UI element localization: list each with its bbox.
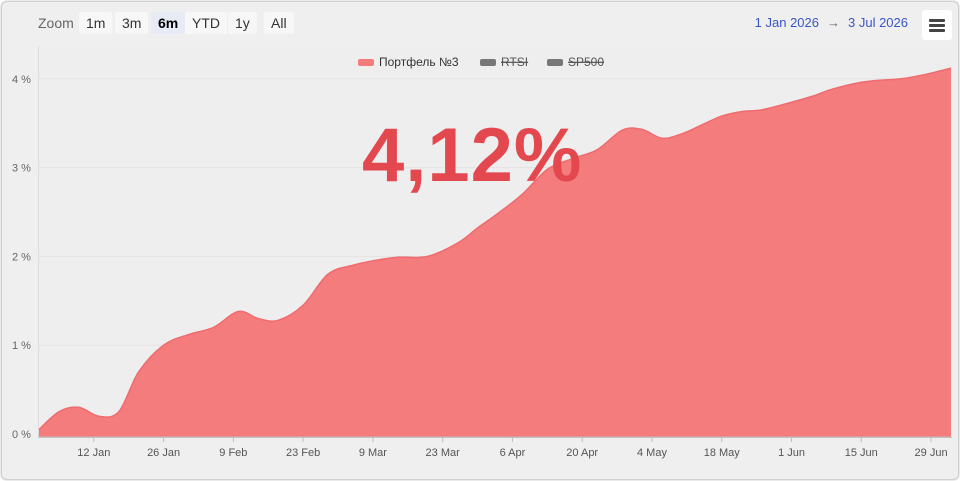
- y-tick-label: 1 %: [12, 340, 31, 352]
- x-tick-label: 23 Mar: [426, 447, 461, 459]
- x-tick-label: 9 Mar: [359, 447, 387, 459]
- hamburger-menu-icon[interactable]: [922, 10, 952, 40]
- range-arrow-icon: →: [827, 15, 840, 30]
- zoom-label: Zoom: [38, 15, 74, 31]
- x-tick-label: 9 Feb: [219, 447, 247, 459]
- zoom-button-1m[interactable]: 1m: [79, 12, 113, 34]
- legend-item-label[interactable]: RTSI: [501, 55, 528, 69]
- y-tick-label: 3 %: [12, 163, 31, 175]
- x-tick-label: 6 Apr: [500, 447, 526, 459]
- legend-swatch[interactable]: [358, 59, 374, 66]
- x-tick-label: 26 Jan: [147, 447, 180, 459]
- legend-item-label[interactable]: SP500: [568, 55, 604, 69]
- series-area-portfolio-3: [39, 68, 951, 437]
- headline-return-value: 4,12%: [362, 113, 583, 198]
- legend-item-label[interactable]: Портфель №3: [379, 55, 459, 69]
- series-line-portfolio-3: [38, 67, 952, 431]
- range-selector-toolbar: Zoom 1m 3m 6m YTD 1y All 1 Jan 2026 → 3 Ju…: [2, 2, 958, 46]
- zoom-button-ytd[interactable]: YTD: [185, 12, 227, 34]
- y-tick-label: 2 %: [12, 251, 31, 263]
- legend-swatch[interactable]: [480, 59, 496, 66]
- zoom-button-1y[interactable]: 1y: [228, 12, 257, 34]
- x-tick-label: 4 May: [637, 447, 667, 459]
- x-tick-label: 18 May: [704, 447, 741, 459]
- y-tick-label: 4 %: [12, 74, 31, 86]
- x-tick-label: 1 Jun: [778, 447, 805, 459]
- x-tick-label: 20 Apr: [566, 447, 598, 459]
- zoom-button-all[interactable]: All: [264, 12, 294, 34]
- x-tick-label: 15 Jun: [845, 447, 878, 459]
- x-tick-label: 29 Jun: [915, 447, 948, 459]
- zoom-button-3m[interactable]: 3m: [115, 12, 149, 34]
- x-tick-label: 23 Feb: [286, 447, 320, 459]
- range-from-date[interactable]: 1 Jan 2026: [754, 15, 819, 30]
- zoom-button-6m[interactable]: 6m: [151, 12, 186, 34]
- date-range: 1 Jan 2026 → 3 Jul 2026: [755, 15, 908, 30]
- range-to-date[interactable]: 3 Jul 2026: [848, 15, 908, 30]
- y-tick-label: 0 %: [12, 429, 31, 441]
- x-tick-label: 12 Jan: [77, 447, 110, 459]
- legend-swatch[interactable]: [547, 59, 563, 66]
